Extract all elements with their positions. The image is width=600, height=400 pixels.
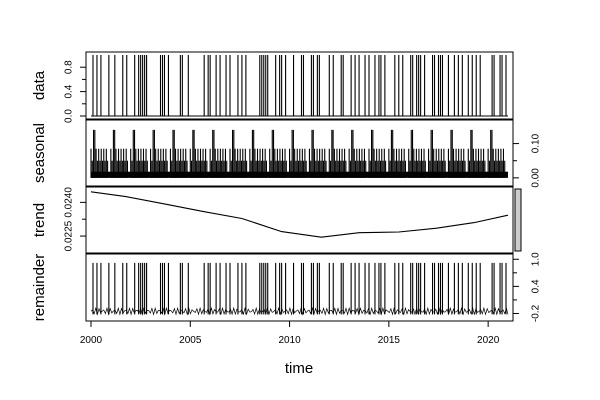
x-tick-label: 2020	[477, 335, 500, 346]
trend-line	[90, 191, 509, 238]
remainder-noise	[90, 306, 509, 316]
x-tick-label: 2005	[179, 335, 202, 346]
x-axis-label: time	[285, 360, 313, 377]
trend-ytick-label: 0.0240	[64, 187, 75, 218]
x-ticks: 2000 2005 2010 2015 2020	[80, 321, 500, 346]
x-tick-label: 2010	[278, 335, 301, 346]
panel-seasonal: 0.00 0.10 seasonal	[31, 119, 542, 188]
remainder-panel-label: remainder	[31, 254, 48, 322]
panel-trend: 0.0225 0.0240 trend	[31, 186, 514, 254]
x-tick-label: 2000	[80, 335, 103, 346]
remainder-ytick-label: 1.0	[531, 252, 542, 266]
seasonal-series	[90, 129, 508, 178]
data-ytick-label: 0.4	[64, 84, 75, 98]
trend-panel-label: trend	[31, 203, 48, 237]
x-axis: 2000 2005 2010 2015 2020 time	[80, 321, 500, 377]
data-ytick-label: 0.0	[64, 109, 75, 123]
x-tick-label: 2015	[378, 335, 401, 346]
remainder-series	[90, 262, 509, 316]
seasonal-ytick-label: 0.00	[531, 168, 542, 188]
data-series	[91, 55, 508, 117]
panel-data: 0.0 0.4 0.8 data	[31, 51, 514, 123]
panel-remainder: -0.2 0.4 1.0 remainder	[31, 252, 542, 322]
trend-frame	[85, 186, 514, 254]
seasonal-frame	[85, 119, 514, 187]
trend-ytick-label: 0.0225	[64, 220, 75, 251]
panels: 0.0 0.4 0.8 data 0.00 0.10 seasonal 0.0225 0.024…	[31, 51, 542, 322]
data-frame	[85, 51, 514, 120]
remainder-ytick-label: -0.2	[531, 304, 542, 322]
data-panel-label: data	[31, 70, 48, 100]
seasonal-panel-label: seasonal	[31, 123, 48, 183]
remainder-ytick-label: 0.4	[531, 279, 542, 293]
trend-scale-bar	[514, 188, 522, 252]
remainder-frame	[85, 253, 514, 322]
trend-series	[90, 191, 509, 238]
data-ytick-label: 0.8	[64, 60, 75, 74]
seasonal-ytick-label: 0.10	[531, 133, 542, 153]
